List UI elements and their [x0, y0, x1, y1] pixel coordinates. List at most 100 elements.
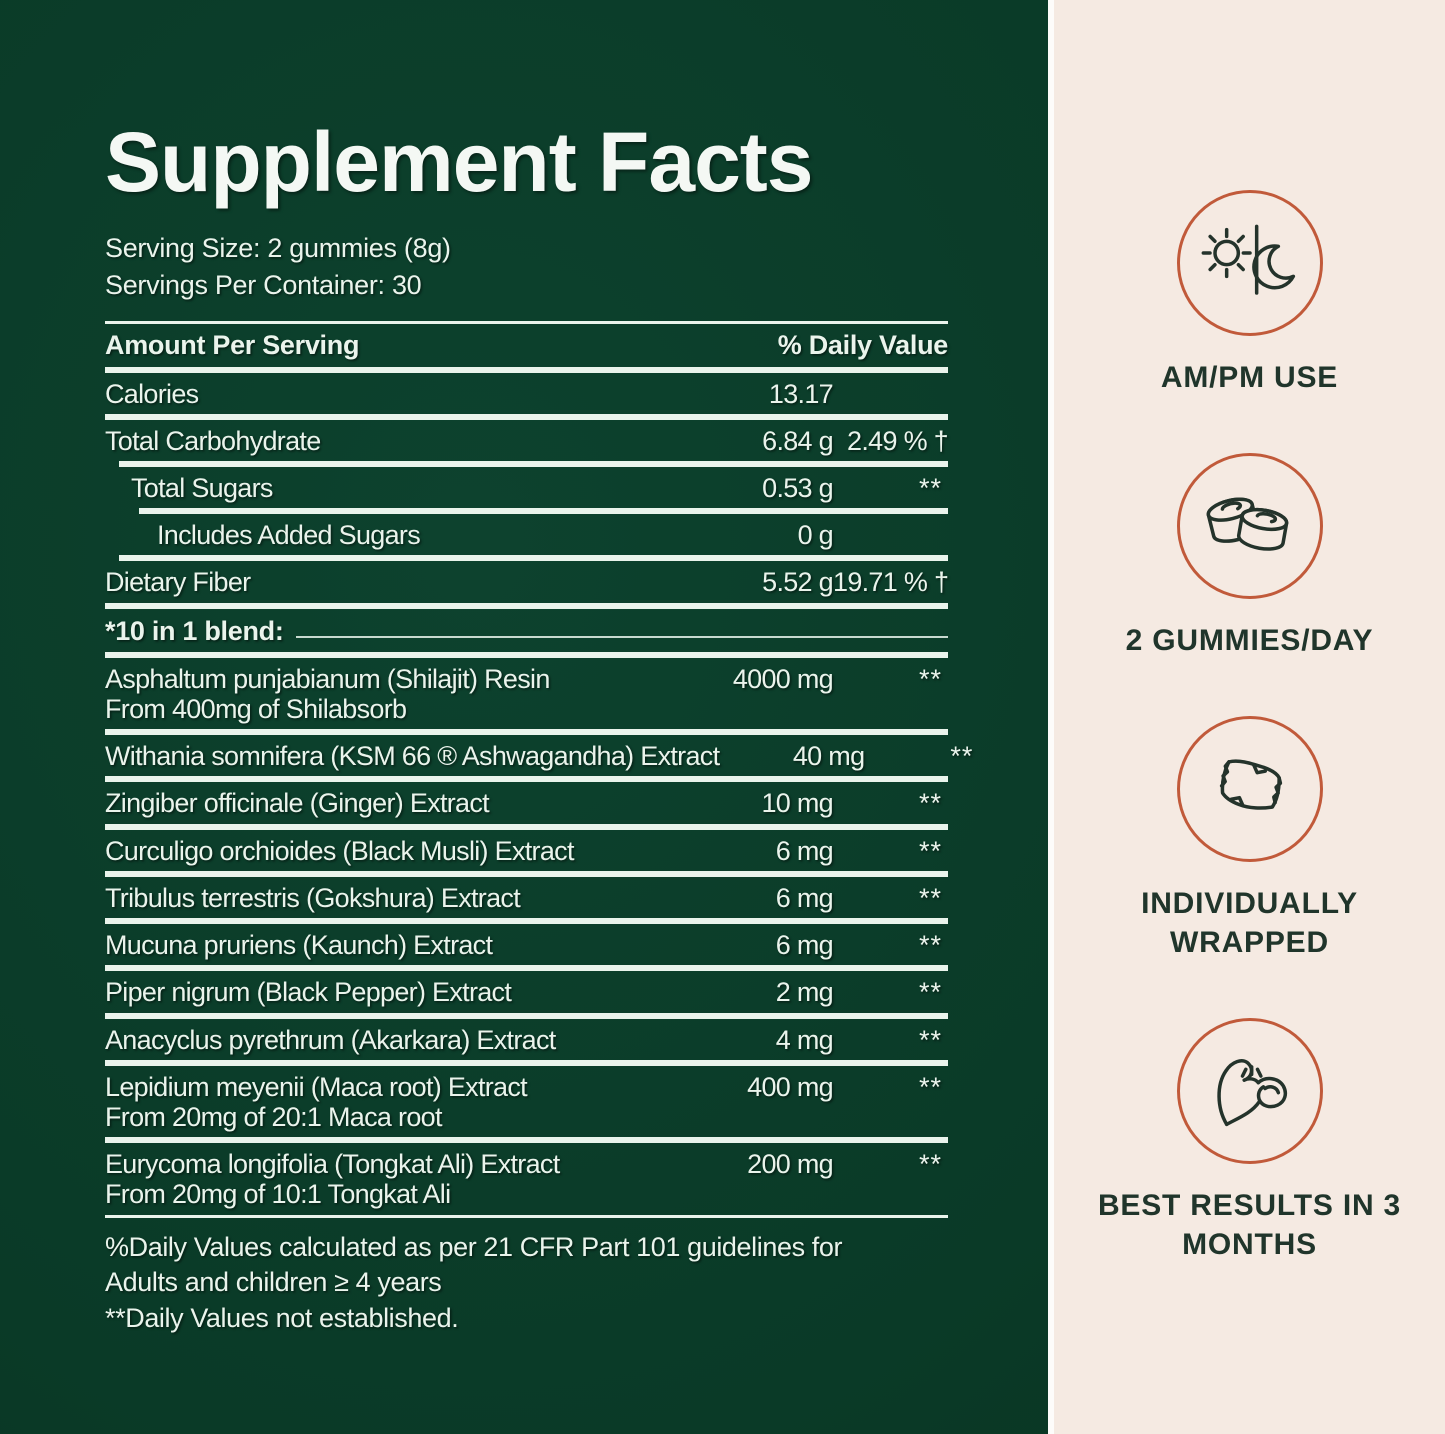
serving-info: Serving Size: 2 gummies (8g) Servings Pe… — [105, 230, 948, 305]
table-row: Eurycoma longifolia (Tongkat Ali) Extrac… — [105, 1143, 948, 1214]
icon-circle — [1176, 190, 1323, 336]
footnote-daily-values: %Daily Values calculated as per 21 CFR P… — [105, 1231, 843, 1298]
row-label: Anacyclus pyrethrum (Akarkara) Extract — [105, 1024, 556, 1055]
row-divider — [105, 651, 948, 658]
row-divider — [119, 460, 948, 467]
row-label: Total Carbohydrate — [105, 425, 321, 456]
row-divider — [105, 1137, 948, 1144]
row-dv: ** — [918, 882, 942, 913]
table-row: Lepidium meyenii (Maca root) Extract Fro… — [105, 1066, 948, 1137]
table-header: Amount Per Serving % Daily Value — [105, 324, 948, 367]
table-row: Includes Added Sugars 0 g — [105, 514, 948, 555]
row-amount: 2 mg — [775, 977, 834, 1008]
row-dv: ** — [918, 1071, 942, 1102]
table-row: Mucuna pruriens (Kaunch) Extract 6 mg ** — [105, 924, 948, 965]
benefits-sidebar: AM/PM USE 2 GUMMIES/DAY — [1054, 0, 1445, 1434]
row-dv: ** — [918, 788, 942, 819]
row-amount: 5.52 g — [762, 567, 834, 598]
row-label: Eurycoma longifolia (Tongkat Ali) Extrac… — [105, 1149, 560, 1180]
table-top-rule — [105, 320, 948, 324]
row-sublabel: From 20mg of 20:1 Maca root — [105, 1102, 442, 1133]
row-label: Withania somnifera (KSM 66 ® Ashwagandha… — [105, 741, 720, 772]
table-row: Dietary Fiber 5.52 g 19.71 % † — [105, 561, 949, 602]
row-dv: ** — [918, 930, 942, 961]
row-label: Includes Added Sugars — [157, 520, 421, 551]
row-divider — [105, 1012, 948, 1019]
bicep-icon — [1216, 1059, 1287, 1127]
row-divider — [105, 870, 948, 877]
row-amount: 40 mg — [792, 741, 865, 772]
row-label: Total Sugars — [131, 472, 273, 503]
row-dv: ** — [918, 1024, 942, 1055]
header-amount: Amount Per Serving — [105, 329, 360, 360]
sidebar-item-label: AM/PM USE — [1160, 361, 1339, 394]
row-label: Mucuna pruriens (Kaunch) Extract — [105, 930, 493, 961]
table-bottom-rule — [105, 1214, 948, 1218]
row-amount: 13.17 — [768, 378, 834, 409]
table-row: Total Carbohydrate 6.84 g 2.49 % † — [105, 420, 949, 461]
table-row: Piper nigrum (Black Pepper) Extract 2 mg… — [105, 971, 948, 1012]
table-row: Curculigo orchioides (Black Musli) Extra… — [105, 830, 948, 871]
row-dv: ** — [918, 977, 942, 1008]
table-row: Asphaltum punjabianum (Shilajit) Resin F… — [105, 658, 948, 729]
row-amount: 4 mg — [775, 1024, 834, 1055]
row-divider — [105, 823, 948, 830]
table-row: Calories 13.17 — [105, 373, 948, 414]
page-title: Supplement Facts — [105, 115, 813, 209]
row-amount: 6 mg — [775, 930, 834, 961]
row-amount: 4000 mg — [732, 663, 834, 694]
blend-heading-rule — [295, 635, 948, 638]
row-label: Lepidium meyenii (Maca root) Extract — [105, 1071, 528, 1102]
row-label: Curculigo orchioides (Black Musli) Extra… — [105, 835, 574, 866]
sidebar-item-wrapped: INDIVIDUALLY WRAPPED — [1095, 716, 1405, 962]
icon-circle — [1176, 453, 1323, 599]
row-label: Dietary Fiber — [105, 567, 251, 598]
row-dv: ** — [918, 663, 942, 694]
row-amount: 0 g — [797, 520, 834, 551]
row-sublabel: From 400mg of Shilabsorb — [105, 693, 407, 724]
sidebar-item-ampm: AM/PM USE — [1161, 190, 1338, 397]
row-divider — [105, 366, 948, 373]
row-sublabel: From 20mg of 10:1 Tongkat Ali — [105, 1179, 451, 1210]
row-amount: 6 mg — [775, 835, 834, 866]
servings-per-container: Servings Per Container: 30 — [105, 270, 422, 301]
footnotes: %Daily Values calculated as per 21 CFR P… — [105, 1230, 885, 1337]
row-amount: 6.84 g — [762, 425, 834, 456]
row-divider — [105, 413, 948, 420]
row-divider — [105, 602, 948, 609]
facts-table: Amount Per Serving % Daily Value Calorie… — [105, 320, 972, 1337]
row-amount: 6 mg — [775, 882, 834, 913]
row-divider — [105, 729, 948, 736]
sidebar-item-results: BEST RESULTS IN 3 MONTHS — [1095, 1018, 1405, 1264]
footnote-not-established: **Daily Values not established. — [105, 1302, 459, 1333]
panel-divider — [1048, 0, 1054, 1434]
row-divider — [105, 1059, 948, 1066]
icon-circle — [1176, 716, 1323, 862]
serving-size: Serving Size: 2 gummies (8g) — [105, 233, 451, 263]
row-label: Calories — [105, 378, 199, 409]
row-dv: ** — [918, 472, 942, 503]
sidebar-item-label: BEST RESULTS IN 3 MONTHS — [1097, 1189, 1402, 1261]
row-dv: ** — [918, 835, 942, 866]
blend-heading-row: *10 in 1 blend: — [105, 609, 948, 652]
row-divider — [105, 776, 948, 783]
row-amount: 400 mg — [747, 1071, 834, 1102]
table-row: Withania somnifera (KSM 66 ® Ashwagandha… — [105, 735, 972, 776]
row-divider — [139, 508, 948, 515]
row-divider — [105, 918, 948, 925]
row-divider — [105, 965, 948, 972]
gummies-icon — [1206, 497, 1288, 551]
table-row: Zingiber officinale (Ginger) Extract 10 … — [105, 782, 948, 823]
row-divider — [119, 555, 948, 562]
sun-moon-icon — [1201, 224, 1295, 295]
row-label: Tribulus terrestris (Gokshura) Extract — [105, 882, 521, 913]
supplement-facts-panel: Supplement Facts Serving Size: 2 gummies… — [0, 0, 1048, 1434]
row-amount: 0.53 g — [762, 472, 834, 503]
row-dv: 2.49 % † — [847, 425, 949, 456]
header-daily-value: % Daily Value — [777, 329, 949, 360]
sidebar-item-gummies: 2 GUMMIES/DAY — [1126, 453, 1374, 660]
table-row: Total Sugars 0.53 g ** — [105, 467, 948, 508]
wrapper-icon — [1219, 759, 1282, 810]
sidebar-item-label: INDIVIDUALLY WRAPPED — [1141, 887, 1358, 959]
